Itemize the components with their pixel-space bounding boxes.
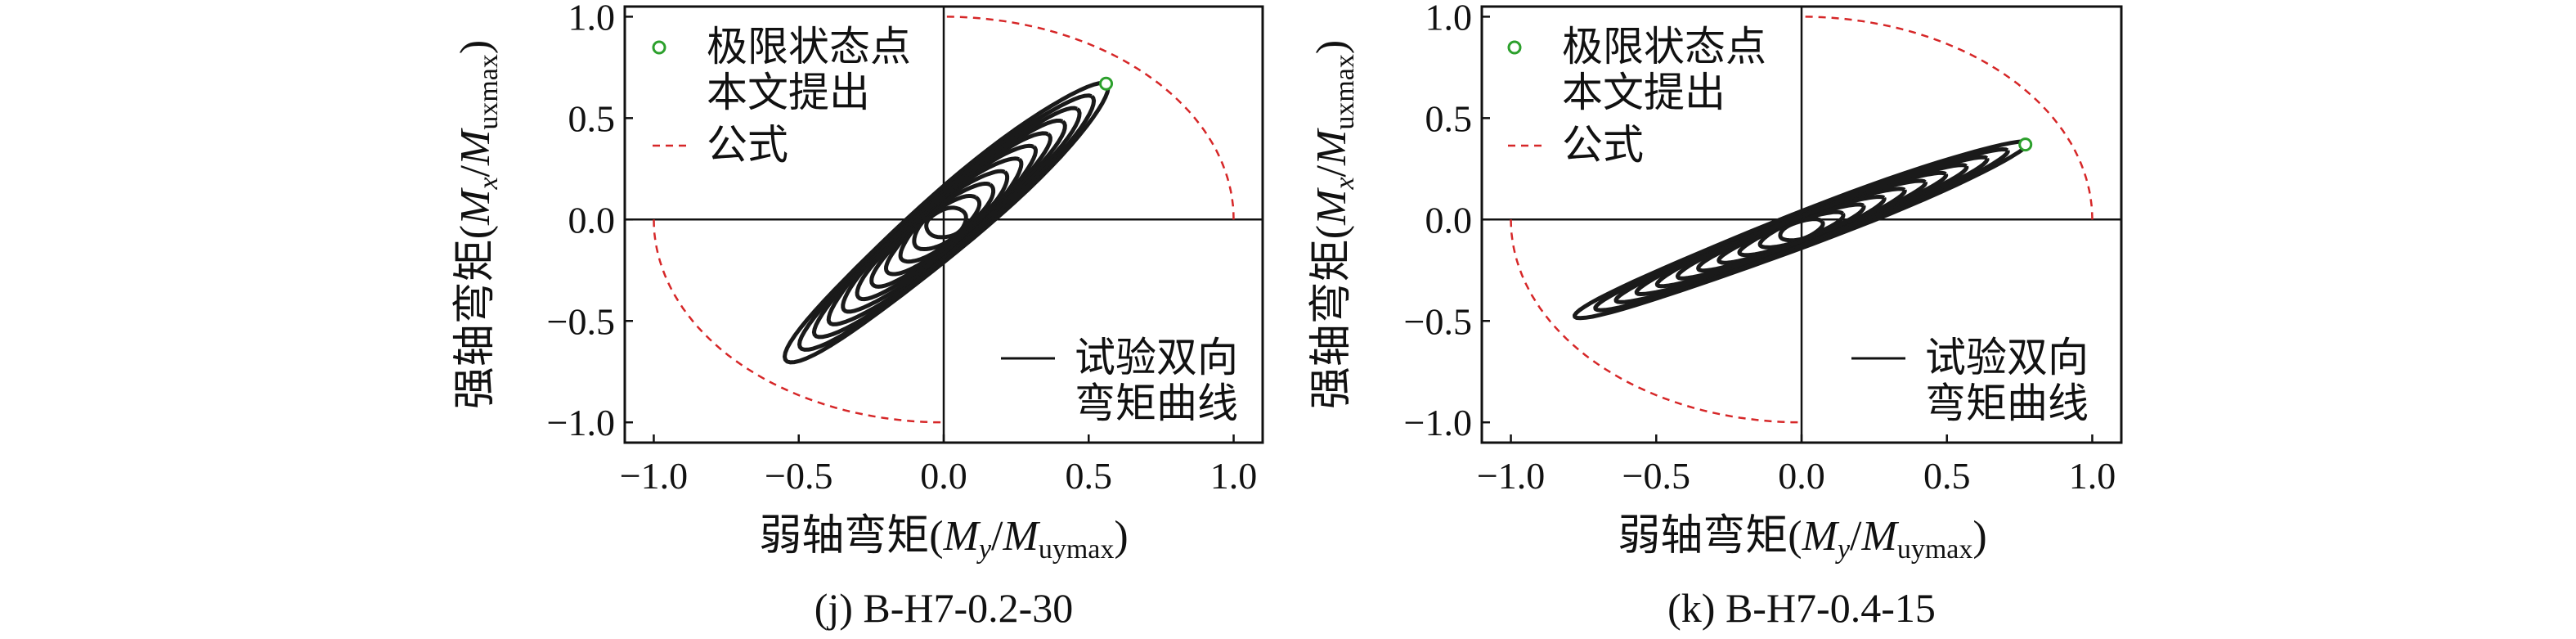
x-axis-label-sub2: uymax: [1039, 534, 1115, 565]
legend-test-label-1: 试验双向: [1925, 335, 2089, 380]
panel-caption: (j) B-H7-0.2-30: [815, 585, 1074, 631]
x-axis-label-sub2: uymax: [1897, 534, 1973, 565]
y-axis-label-prefix: 强轴弯矩(: [1308, 225, 1355, 409]
formula-curve-q1: [1801, 16, 2094, 220]
limit-state-point: [2018, 137, 2033, 152]
x-axis-label-prefix: 弱轴弯矩(: [1618, 512, 1802, 560]
legend-formula-label-1: 本文提出: [707, 70, 870, 115]
x-tick-label: −0.5: [1622, 455, 1690, 497]
legend-test-label-2: 弯矩曲线: [1075, 380, 1238, 426]
legend-point-label: 极限状态点: [707, 24, 911, 70]
x-tick-label: −0.5: [765, 455, 832, 497]
hysteresis-loop: [797, 93, 1097, 352]
formula-curve-q3: [1510, 219, 1802, 424]
y-tick-label: −0.5: [1404, 300, 1472, 342]
x-axis-label-m1: M: [1802, 513, 1840, 560]
y-axis-label-prefix: 强轴弯矩(: [451, 225, 499, 409]
hysteresis-loop: [912, 194, 982, 251]
y-axis-label: 强轴弯矩(Mx/Muxmax): [1308, 40, 1360, 409]
x-tick-label: −1.0: [1477, 455, 1545, 497]
y-axis-label-suffix: ): [452, 40, 499, 54]
y-axis-label-slash: /: [452, 164, 499, 177]
hysteresis-loop: [855, 143, 1038, 302]
y-axis-label-sub2: uxmax: [473, 54, 504, 130]
chart-panel-1: −1.0 −0.5 0.0 0.5 1.0 −1.0 −0.5 0.0 0.5 1.0 极限状态点本…: [1308, 0, 2123, 631]
limit-state-point: [1099, 76, 1114, 91]
hysteresis-curves: [783, 80, 1111, 365]
hysteresis-loop: [869, 156, 1024, 289]
x-axis-label-m2: M: [1003, 513, 1041, 560]
y-tick-label: 0.0: [568, 199, 616, 241]
hysteresis-loop: [826, 119, 1067, 326]
y-axis-label-sub1: x: [1330, 177, 1360, 190]
legend-formula-label-1: 本文提出: [1562, 70, 1726, 115]
y-tick-label: 0.5: [568, 97, 616, 139]
y-tick-label: −1.0: [1404, 402, 1472, 443]
hysteresis-loop: [811, 106, 1082, 340]
formula-curve-q3: [653, 219, 945, 424]
y-tick-label: 0.0: [1425, 199, 1473, 241]
chart-panel-0: −1.0 −0.5 0.0 0.5 1.0 −1.0 −0.5 0.0 0.5 1.0 极限状态点本…: [451, 0, 1264, 631]
legend-point-label: 极限状态点: [1562, 24, 1766, 70]
y-axis-label-m1: M: [1308, 187, 1355, 226]
x-tick-label: 0.0: [920, 455, 967, 497]
hysteresis-loop: [1573, 139, 2031, 321]
x-axis-label-m2: M: [1861, 513, 1900, 560]
x-tick-label: 0.0: [1778, 455, 1825, 497]
y-axis-label-sub2: uxmax: [1330, 54, 1360, 130]
formula-curve-q1: [943, 16, 1235, 220]
y-tick-label: −1.0: [547, 402, 615, 443]
y-axis-label-m2: M: [1308, 128, 1355, 166]
y-axis-label-slash: /: [1308, 164, 1355, 177]
legend-test-label-2: 弯矩曲线: [1925, 380, 2089, 426]
x-tick-label: 0.5: [1923, 455, 1971, 497]
x-tick-label: 1.0: [2069, 455, 2116, 497]
y-axis-label-suffix: ): [1308, 40, 1355, 54]
x-axis-label: 弱轴弯矩(My/Muymax): [1618, 512, 1986, 565]
x-axis-label-m1: M: [943, 513, 981, 560]
panel-caption: (k) B-H7-0.4-15: [1667, 585, 1936, 631]
y-axis-label-sub1: x: [473, 177, 504, 190]
legend-point-marker: [1507, 40, 1522, 55]
x-tick-label: −1.0: [620, 455, 688, 497]
x-axis-label-prefix: 弱轴弯矩(: [759, 512, 943, 560]
legend-formula-label-2: 公式: [707, 122, 788, 168]
x-axis-label-suffix: ): [1972, 513, 1986, 560]
x-axis-label-slash: /: [991, 513, 1003, 560]
legend-formula-label-2: 公式: [1562, 122, 1644, 168]
x-axis-label-sub1: y: [1835, 534, 1851, 565]
hysteresis-curves: [1573, 139, 2031, 321]
y-axis-label: 强轴弯矩(Mx/Muxmax): [451, 40, 504, 409]
legend-test-label-1: 试验双向: [1075, 335, 1238, 380]
hysteresis-loop: [783, 80, 1111, 365]
y-axis-label-m1: M: [452, 187, 499, 226]
x-axis-label-slash: /: [1850, 513, 1862, 560]
y-tick-label: 1.0: [1425, 0, 1473, 38]
hysteresis-loop: [884, 169, 1010, 277]
hysteresis-loop: [924, 205, 968, 240]
y-tick-label: 0.5: [1425, 97, 1473, 139]
y-axis-label-m2: M: [452, 128, 499, 166]
x-axis-label-suffix: ): [1114, 513, 1128, 560]
legend-point-marker: [652, 40, 666, 55]
x-tick-label: 1.0: [1210, 455, 1258, 497]
y-tick-label: 1.0: [568, 0, 616, 38]
y-tick-label: −0.5: [547, 300, 615, 342]
x-axis-label-sub1: y: [976, 534, 992, 565]
x-axis-label: 弱轴弯矩(My/Muymax): [759, 512, 1128, 565]
x-tick-label: 0.5: [1066, 455, 1113, 497]
hysteresis-loop: [898, 182, 996, 264]
